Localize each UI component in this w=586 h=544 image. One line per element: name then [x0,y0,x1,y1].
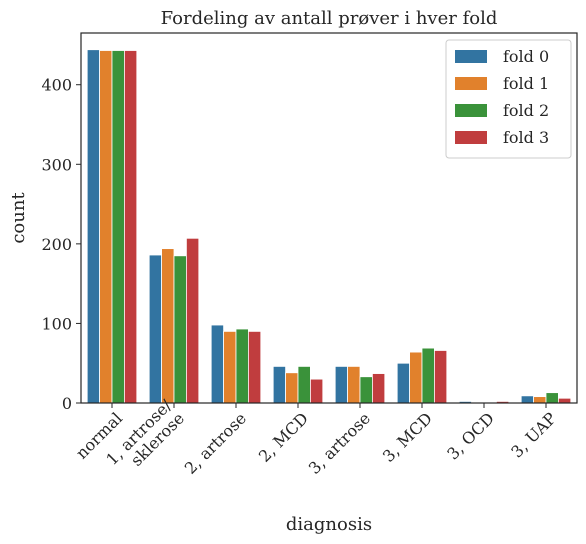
legend-label: fold 0 [503,47,549,66]
bar-fold-1-cat-5 [409,351,423,404]
y-tick-label: 100 [41,314,72,333]
bar-fold-3-cat-5 [433,350,448,404]
chart-title: Fordeling av antall prøver i hver fold [161,8,498,29]
bar-fold-2-cat-4 [359,376,373,404]
bar-fold-0-cat-0 [86,49,100,404]
legend-swatch [455,50,487,63]
bar-fold-3-cat-3 [309,378,324,404]
legend-swatch [455,77,487,90]
x-tick-label: 1, artrose/sklerose [102,395,188,481]
bar-fold-1-cat-3 [285,372,299,404]
bar-fold-2-cat-7 [545,392,559,404]
plot-frame [80,32,578,404]
bar-fold-0-cat-1 [148,254,162,404]
legend-label: fold 3 [503,128,549,147]
x-tick-label: 2, MCD [255,409,312,466]
bar-fold-1-cat-2 [223,330,237,404]
x-tick-label: 3, artrose [305,409,374,478]
x-tick-label: 3, UAP [507,408,560,461]
bar-fold-1-cat-0 [99,50,113,404]
bar-fold-1-cat-1 [161,248,175,404]
y-tick-label: 0 [62,394,72,413]
bar-fold-2-cat-2 [235,328,249,404]
legend-swatch [455,104,487,117]
legend-box [445,39,572,159]
legend-label: fold 1 [503,74,549,93]
x-tick-label: 2, artrose [181,409,250,478]
legend: fold 0 fold 1 fold 2 fold 3 [445,39,572,159]
x-tick-label: 3, MCD [379,409,436,466]
x-tick-label: 3, OCD [443,409,498,464]
legend-swatch [455,131,487,144]
x-axis-title: diagnosis [286,514,372,535]
y-tick-label: 400 [41,76,72,95]
bar-fold-3-cat-1 [185,237,200,404]
bar-fold-2-cat-1 [173,255,187,404]
bar-fold-0-cat-4 [334,365,349,404]
bar-fold-2-cat-3 [297,365,311,404]
bar-fold-0-cat-5 [396,362,411,404]
bar-fold-3-cat-0 [124,50,138,404]
y-tick-label: 200 [41,235,72,254]
bar-fold-2-cat-0 [111,50,125,404]
bar-fold-0-cat-7 [520,395,535,404]
y-axis-title: count [8,192,29,244]
bar-fold-3-cat-7 [558,397,572,404]
bar-fold-1-cat-4 [347,365,361,404]
bar-fold-1-cat-7 [533,396,547,404]
bars-group [86,49,572,404]
bar-fold-0-cat-3 [272,365,287,404]
y-tick-label: 300 [41,155,72,174]
bar-fold-3-cat-2 [247,330,262,404]
bar-fold-3-cat-4 [371,373,386,404]
legend-label: fold 2 [503,101,549,120]
y-axis: 0 100 200 300 400 [41,76,81,413]
bar-fold-0-cat-2 [210,324,224,404]
bar-fold-2-cat-5 [421,347,435,404]
